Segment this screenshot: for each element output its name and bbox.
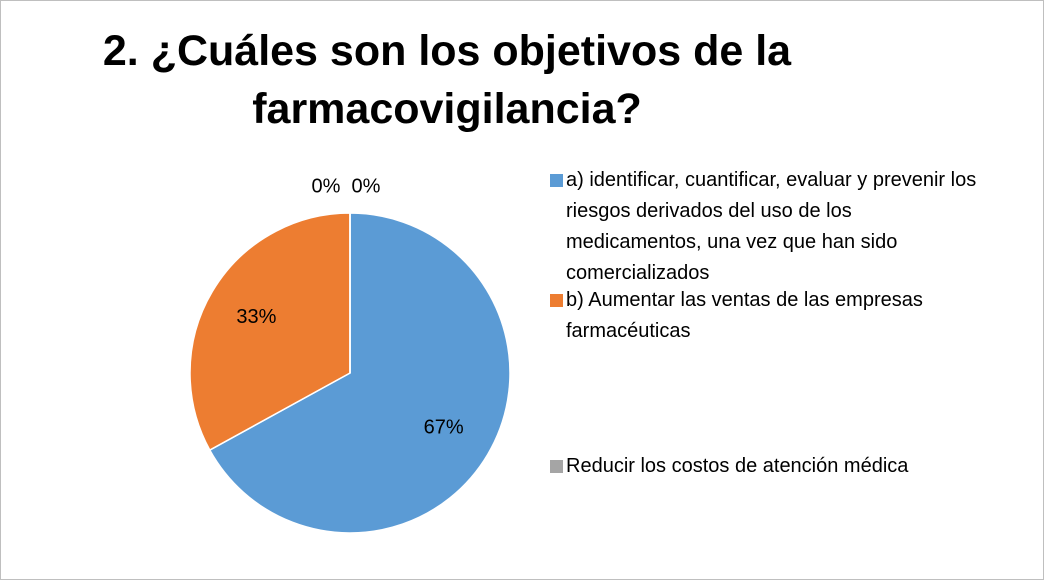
chart-title: 2. ¿Cuáles son los objetivos de la farma… bbox=[102, 27, 792, 133]
legend-swatch bbox=[550, 294, 563, 307]
legend-swatch bbox=[550, 460, 563, 473]
legend-label: Reducir los costos de atención médica bbox=[566, 455, 909, 477]
legend-entry: a) identificar, cuantificar, evaluar y p… bbox=[550, 165, 990, 289]
pie-slice bbox=[189, 212, 351, 452]
data-label: 0% bbox=[352, 175, 381, 197]
data-label: 67% bbox=[424, 417, 464, 439]
pie-slice bbox=[208, 212, 511, 534]
legend-swatch bbox=[550, 174, 563, 187]
legend-entry: Reducir los costos de atención médica bbox=[550, 451, 990, 482]
data-label: 0% bbox=[312, 175, 341, 197]
data-label: 33% bbox=[236, 306, 276, 328]
legend-label: b) Aumentar las ventas de las empresas f… bbox=[566, 289, 923, 342]
legend-label: a) identificar, cuantificar, evaluar y p… bbox=[566, 169, 977, 284]
legend-entry: b) Aumentar las ventas de las empresas f… bbox=[550, 285, 990, 347]
